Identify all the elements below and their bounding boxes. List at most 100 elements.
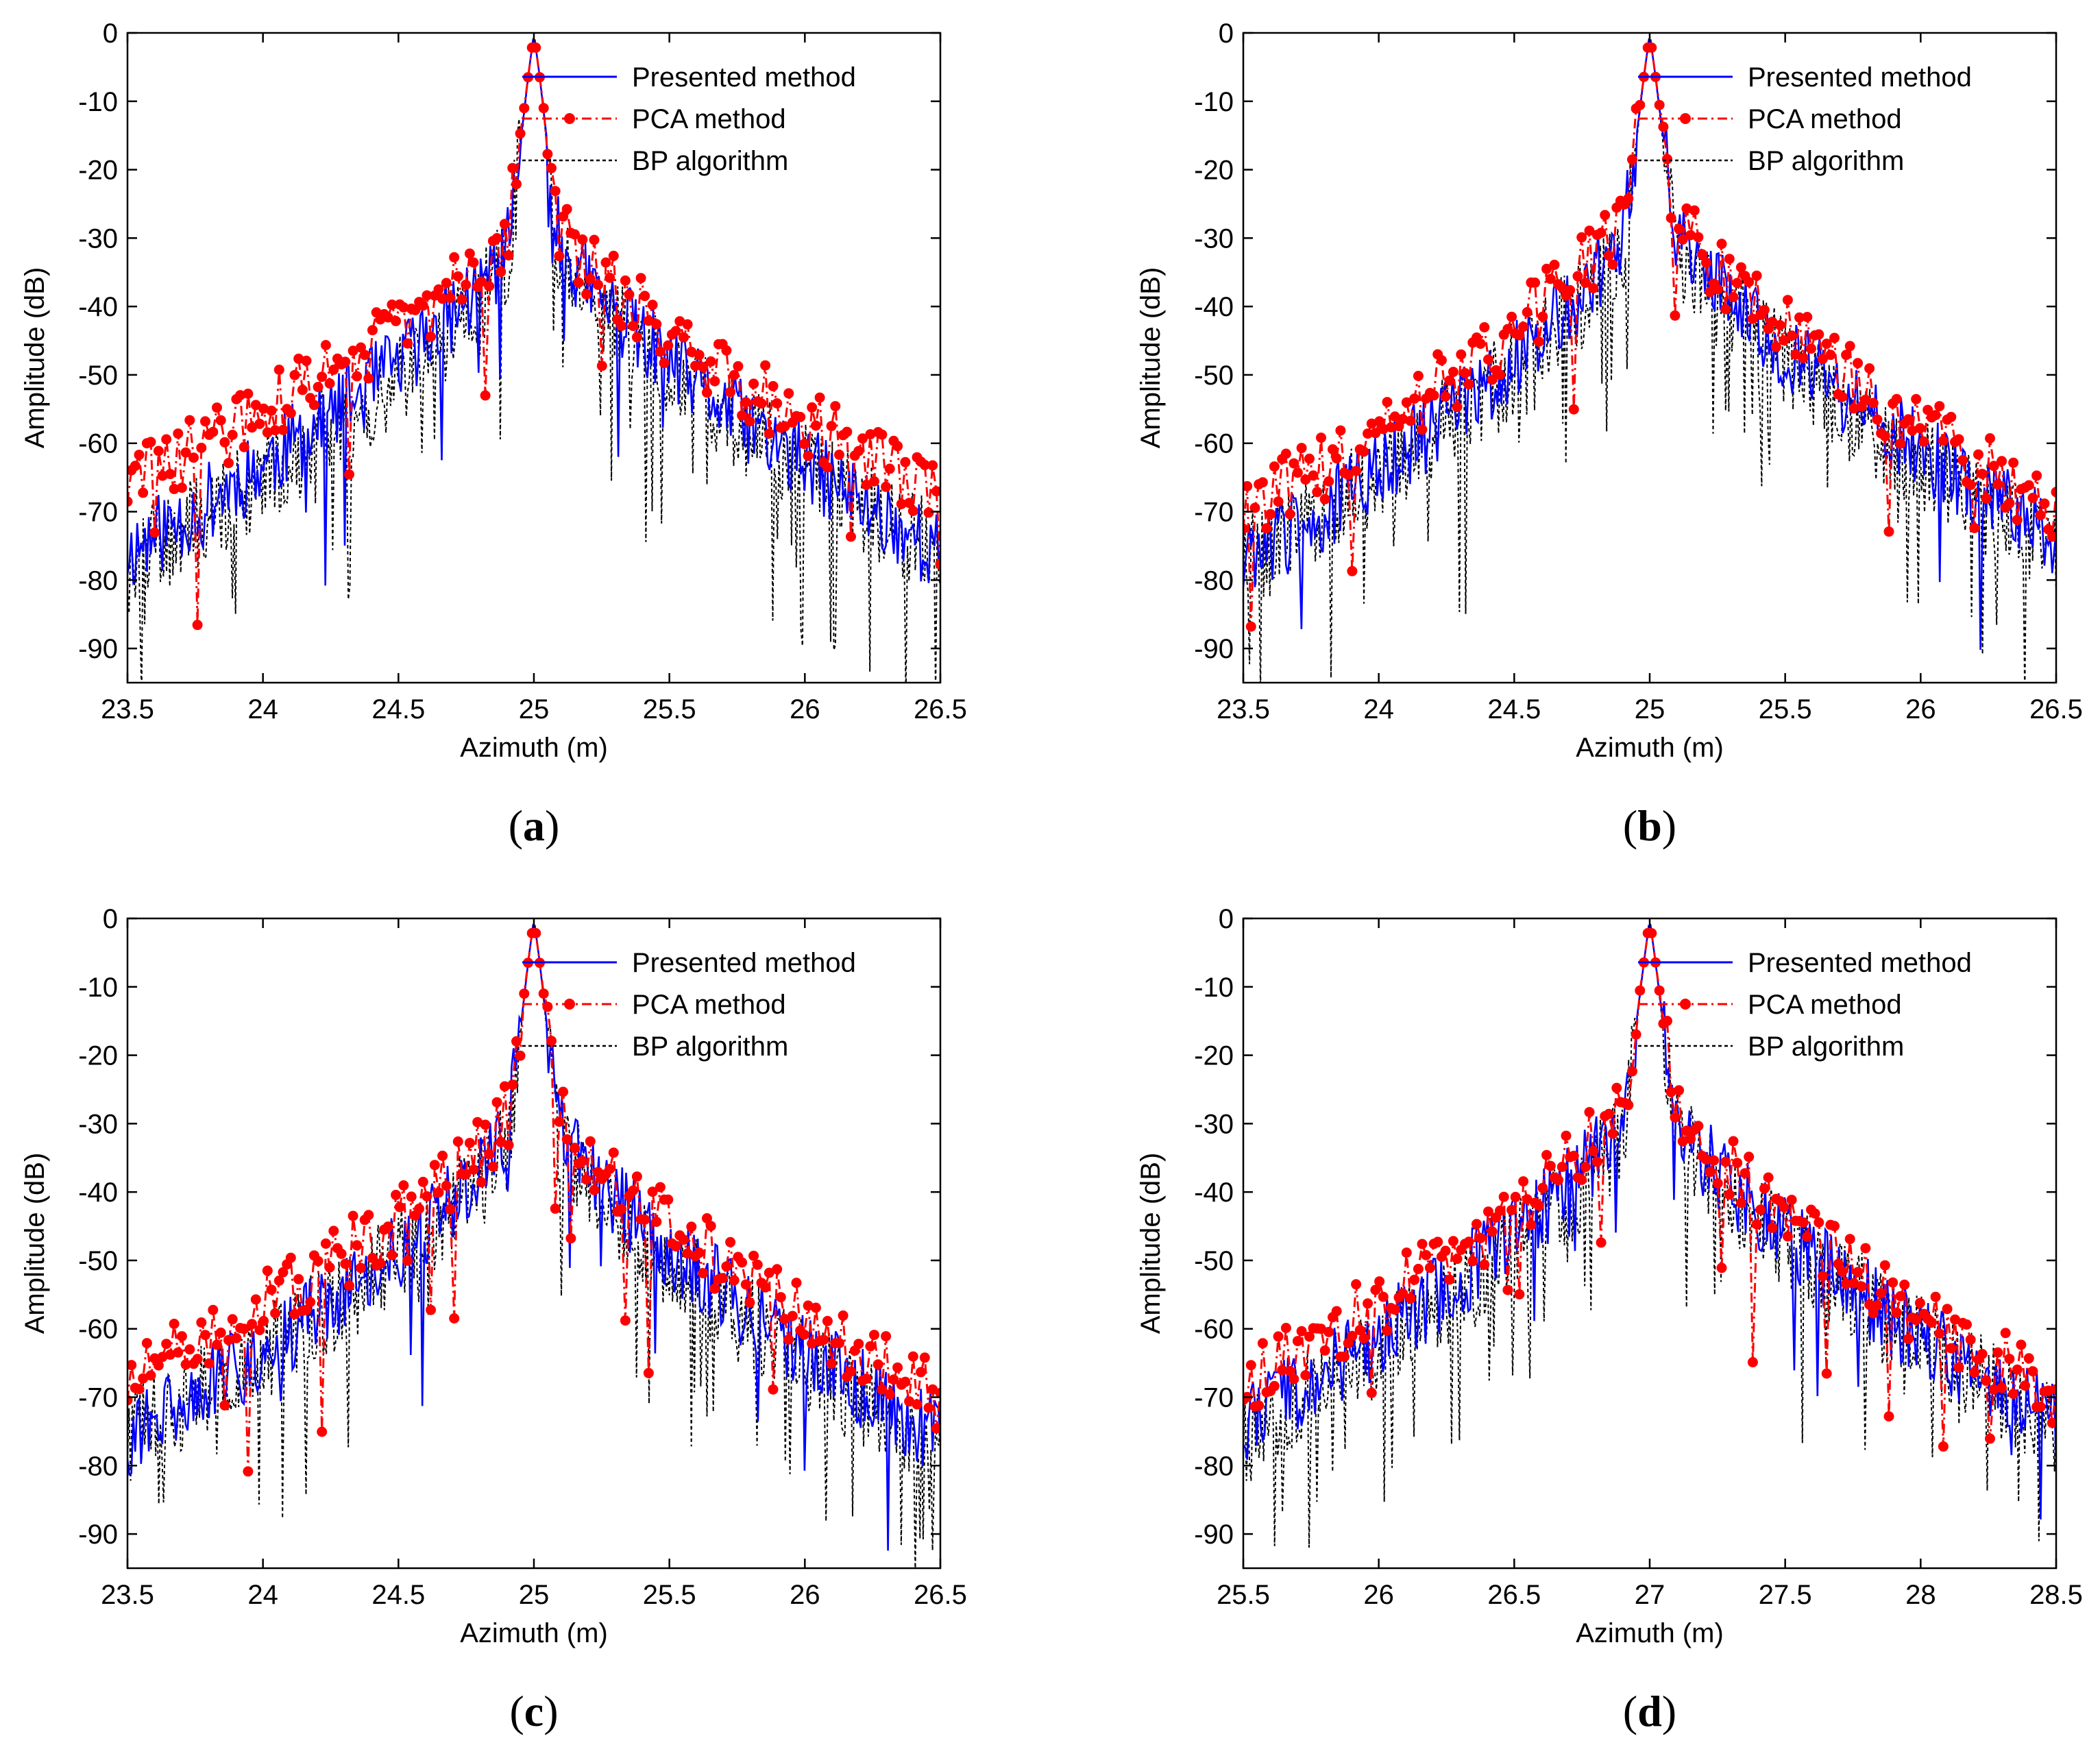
pca-marker	[744, 1297, 755, 1308]
pca-marker	[1335, 425, 1346, 436]
pca-marker	[1514, 1289, 1525, 1300]
y-tick-label: -60	[78, 429, 118, 459]
pca-marker	[639, 291, 650, 302]
pca-marker	[1522, 307, 1533, 317]
pca-marker	[1744, 277, 1755, 287]
pca-marker	[1580, 278, 1591, 289]
pca-marker	[670, 326, 681, 337]
pca-marker	[1938, 435, 1949, 446]
pca-marker	[1844, 341, 1855, 352]
pca-marker	[768, 1384, 779, 1395]
pca-marker	[239, 1324, 249, 1334]
pca-marker	[620, 275, 631, 286]
pca-marker	[1747, 1357, 1758, 1367]
pca-marker	[2051, 1384, 2056, 1395]
pca-marker	[1370, 1284, 1381, 1295]
pca-marker	[273, 1276, 284, 1286]
y-tick-label: -30	[78, 1109, 118, 1139]
pca-marker	[538, 103, 549, 114]
pca-marker	[127, 496, 133, 507]
pca-marker	[822, 462, 833, 473]
pca-marker	[208, 426, 219, 437]
pca-marker	[305, 1297, 316, 1308]
pca-marker	[1452, 1254, 1463, 1265]
pca-marker	[698, 1268, 709, 1279]
pca-marker	[391, 315, 402, 326]
pca-marker	[554, 251, 565, 262]
pca-marker	[1670, 1112, 1681, 1123]
pca-marker	[1899, 1279, 1910, 1290]
pca-marker	[1401, 1247, 1412, 1258]
plot-area	[127, 38, 940, 683]
pca-marker	[1502, 1284, 1513, 1295]
pca-marker	[359, 350, 370, 361]
pca-marker	[515, 128, 526, 139]
pca-marker	[1495, 369, 1505, 380]
pca-marker	[1358, 446, 1369, 457]
legend-marker-pca	[1680, 999, 1691, 1010]
pca-marker	[1607, 1128, 1618, 1139]
pca-marker	[464, 248, 475, 259]
pca-marker	[433, 1187, 444, 1198]
pca-marker	[507, 1080, 518, 1090]
pca-marker	[1623, 193, 1634, 204]
pca-marker	[402, 338, 413, 349]
pca-marker	[1693, 1121, 1704, 1132]
pca-marker	[1779, 335, 1790, 346]
pca-marker	[445, 293, 456, 303]
pca-marker	[410, 305, 421, 315]
pca-marker	[2035, 510, 2046, 521]
legend-label-pca: PCA method	[1748, 990, 1902, 1020]
pca-marker	[872, 1359, 883, 1370]
y-tick-label: 0	[103, 904, 118, 934]
pca-marker	[507, 162, 518, 173]
pca-marker	[352, 371, 363, 382]
pca-marker	[1475, 1232, 1486, 1243]
pca-marker	[367, 325, 378, 336]
pca-marker	[192, 1354, 203, 1365]
pca-marker	[624, 289, 635, 300]
pca-marker	[694, 350, 705, 361]
pca-marker	[1856, 1281, 1867, 1292]
pca-marker	[1732, 278, 1743, 289]
pca-marker	[1977, 1349, 1988, 1359]
y-tick-label: -70	[78, 1383, 118, 1413]
y-tick-label: -20	[1194, 156, 1234, 186]
pca-marker	[1985, 1433, 1995, 1444]
y-tick-label: -50	[78, 1246, 118, 1276]
pca-marker	[2039, 498, 2050, 509]
pca-marker	[429, 1160, 440, 1171]
pca-marker	[826, 421, 837, 432]
pca-marker	[810, 420, 821, 431]
y-tick-label: -50	[1194, 1246, 1234, 1276]
pca-marker	[783, 388, 794, 399]
pca-marker	[1716, 1263, 1727, 1273]
pca-marker	[1973, 449, 1983, 460]
pca-marker	[188, 452, 199, 463]
pca-marker	[798, 1329, 809, 1340]
pca-marker	[1720, 304, 1731, 315]
y-tick-label: -10	[78, 87, 118, 117]
pca-marker	[1584, 1107, 1595, 1118]
y-tick-label: -10	[78, 973, 118, 1003]
pca-marker	[1891, 1307, 1902, 1318]
pca-marker	[519, 988, 530, 999]
pca-marker	[1798, 352, 1809, 363]
pca-marker	[923, 1402, 934, 1413]
pca-marker	[1319, 493, 1330, 504]
pca-marker	[554, 1117, 565, 1127]
pca-marker	[1472, 1219, 1482, 1230]
x-tick-label: 23.5	[101, 694, 154, 724]
y-tick-label: -80	[1194, 565, 1234, 596]
pca-marker	[1969, 1367, 1980, 1378]
pca-marker	[426, 1304, 437, 1315]
pca-marker	[830, 401, 841, 412]
y-axis-title: Amplitude (dB)	[1136, 1153, 1166, 1334]
pca-marker	[892, 441, 903, 452]
pca-marker	[1802, 1232, 1813, 1242]
chart-panel-d: 0 -10 -20 -30 -40 -50 -60 -70 -80 -90 25.5 26 26.5 27…	[1136, 904, 2083, 1735]
pca-marker	[931, 486, 940, 497]
legend-label-bp: BP algorithm	[1748, 1032, 1904, 1062]
pca-marker	[1424, 1263, 1435, 1273]
chart-panel-a: 0 -10 -20 -30 -40 -50 -60 -70 -80 -90 23.5 24 24.5 25…	[20, 19, 967, 850]
